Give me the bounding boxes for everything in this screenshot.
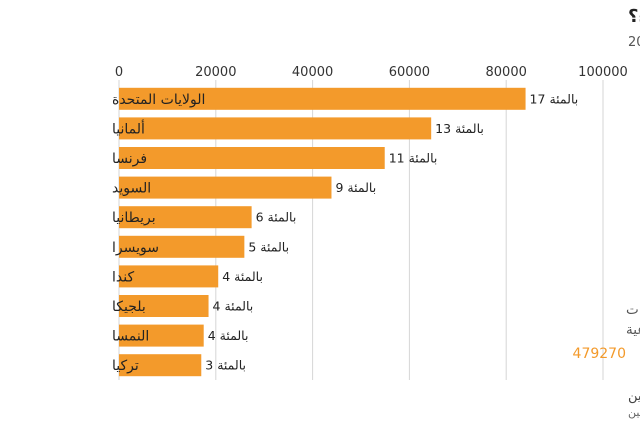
category-label: سويسرا xyxy=(112,240,159,256)
total-value: 479270 xyxy=(573,346,626,362)
category-label: بلجيكا xyxy=(112,299,146,315)
category-label: فرنسا xyxy=(112,151,147,167)
bar xyxy=(119,87,526,110)
data-label: 3 بالمئة xyxy=(205,358,246,373)
category-label: تركيا xyxy=(112,358,139,374)
bar xyxy=(119,117,432,140)
bar xyxy=(119,147,385,169)
chart-source: المصدر: المفوضية العليا لشؤون اللاجئين xyxy=(628,406,640,419)
total-label-line-1: العدد الاجمالي للطلبات xyxy=(626,302,640,318)
total-label-line-2: (44 دولة صناعية xyxy=(626,322,640,338)
bar xyxy=(119,235,245,258)
data-label: 4 بالمئة xyxy=(222,269,263,284)
bar xyxy=(119,176,332,199)
data-label: 4 بالمئة xyxy=(213,299,254,314)
data-label: 5 بالمئة xyxy=(248,239,289,254)
x-tick-label: 80000 xyxy=(486,65,527,80)
category-label: السويد xyxy=(112,181,151,197)
x-axis-ticks: 0 20000 40000 60000 80000 100000 xyxy=(115,65,628,80)
x-tick-label: 60000 xyxy=(389,65,430,80)
data-labels: 17 بالمئة 13 بالمئة 11 بالمئة 9 بالمئة 6 بال… xyxy=(205,91,578,372)
data-label: 13 بالمئة xyxy=(435,121,484,136)
chart-title: الى اي دول يذهب طالبو اللجوء؟ xyxy=(628,6,640,27)
category-labels: الولايات المتحدة ألمانيا فرنسا السويد بريطان… xyxy=(112,92,205,374)
x-tick-label: 40000 xyxy=(292,65,333,80)
bar xyxy=(119,265,219,288)
category-label: كندا xyxy=(112,269,134,285)
chart-subtitle: قائمة أعلى 10 دول، 2012 xyxy=(628,33,640,50)
data-label: 11 بالمئة xyxy=(389,151,438,166)
category-label: النمسا xyxy=(112,329,149,345)
data-label: 17 بالمئة xyxy=(530,91,579,106)
data-label: 6 بالمئة xyxy=(256,210,297,225)
chart-note: ملحوظة: الارقام من 44 دولة صناعية تقدمت … xyxy=(628,389,640,404)
data-label: 9 بالمئة xyxy=(335,180,376,195)
x-tick-label: 0 xyxy=(115,65,123,80)
x-tick-label: 100000 xyxy=(578,65,628,80)
category-label: بريطانيا xyxy=(112,210,156,226)
bar xyxy=(119,354,202,377)
category-label: ألمانيا xyxy=(112,119,145,137)
bars xyxy=(119,87,526,377)
category-label: الولايات المتحدة xyxy=(112,92,205,108)
data-label: 4 بالمئة xyxy=(208,328,249,343)
bar xyxy=(119,324,204,347)
x-tick-label: 20000 xyxy=(195,65,236,80)
bar xyxy=(119,295,209,317)
bar xyxy=(119,206,252,229)
